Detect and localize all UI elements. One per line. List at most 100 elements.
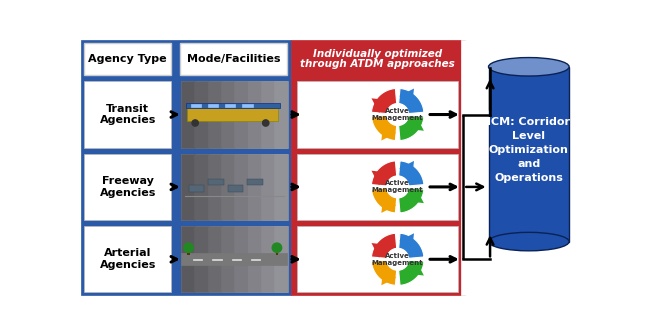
- Polygon shape: [371, 116, 396, 141]
- Bar: [181, 81, 195, 148]
- Text: ICM: Corridor
Level
Optimization
and
Operations: ICM: Corridor Level Optimization and Ope…: [488, 117, 570, 183]
- Polygon shape: [371, 260, 396, 286]
- Bar: [181, 253, 287, 266]
- Polygon shape: [406, 189, 424, 203]
- Bar: [212, 259, 222, 260]
- Bar: [208, 226, 222, 292]
- Bar: [261, 154, 275, 220]
- Circle shape: [183, 242, 194, 253]
- Bar: [274, 226, 288, 292]
- Text: Active
Management: Active Management: [372, 253, 424, 266]
- Bar: [248, 154, 262, 220]
- Bar: [261, 226, 275, 292]
- Ellipse shape: [489, 57, 569, 76]
- Bar: [181, 154, 195, 220]
- Polygon shape: [406, 261, 424, 276]
- Bar: [189, 185, 205, 192]
- Polygon shape: [406, 116, 424, 131]
- Polygon shape: [371, 161, 396, 186]
- Polygon shape: [371, 188, 396, 213]
- Polygon shape: [398, 188, 424, 213]
- Polygon shape: [398, 161, 424, 186]
- Bar: [209, 179, 224, 185]
- Text: Individually optimized: Individually optimized: [313, 49, 442, 59]
- Bar: [190, 104, 202, 107]
- Polygon shape: [372, 243, 390, 258]
- Bar: [221, 154, 235, 220]
- Bar: [84, 226, 171, 292]
- Bar: [84, 154, 171, 220]
- Polygon shape: [382, 123, 396, 140]
- Bar: [221, 226, 235, 292]
- Bar: [208, 81, 222, 148]
- Polygon shape: [372, 171, 390, 185]
- Polygon shape: [398, 233, 424, 258]
- Bar: [274, 154, 288, 220]
- Polygon shape: [399, 233, 414, 251]
- Text: Arterial
Agencies: Arterial Agencies: [99, 248, 156, 270]
- Ellipse shape: [489, 232, 569, 251]
- Bar: [179, 43, 287, 75]
- Bar: [291, 40, 465, 295]
- Bar: [187, 249, 190, 255]
- Polygon shape: [399, 89, 414, 107]
- Bar: [194, 81, 209, 148]
- Bar: [187, 108, 278, 121]
- Bar: [489, 67, 569, 242]
- Bar: [251, 259, 260, 260]
- Bar: [276, 249, 278, 255]
- Circle shape: [387, 104, 409, 125]
- Bar: [298, 226, 458, 292]
- Text: Active
Management: Active Management: [372, 108, 424, 121]
- Bar: [181, 154, 287, 220]
- Bar: [84, 81, 171, 148]
- Bar: [298, 81, 458, 148]
- Bar: [234, 81, 248, 148]
- Bar: [181, 226, 287, 292]
- Polygon shape: [399, 161, 414, 179]
- Text: Freeway
Agencies: Freeway Agencies: [99, 176, 156, 198]
- Text: Transit
Agencies: Transit Agencies: [99, 104, 156, 125]
- Bar: [227, 185, 243, 192]
- Polygon shape: [382, 195, 396, 213]
- Polygon shape: [371, 233, 396, 258]
- Bar: [207, 104, 218, 107]
- Bar: [242, 104, 252, 107]
- Bar: [231, 259, 241, 260]
- Bar: [261, 81, 275, 148]
- Bar: [194, 226, 209, 292]
- Bar: [181, 226, 195, 292]
- Bar: [274, 81, 288, 148]
- Circle shape: [387, 248, 409, 270]
- Bar: [81, 40, 291, 295]
- Circle shape: [272, 242, 282, 253]
- Bar: [194, 154, 209, 220]
- Bar: [298, 154, 458, 220]
- Circle shape: [191, 119, 199, 127]
- Bar: [248, 226, 262, 292]
- Polygon shape: [382, 267, 396, 285]
- Text: Mode/Facilities: Mode/Facilities: [187, 54, 280, 64]
- Bar: [186, 103, 280, 108]
- Bar: [247, 179, 263, 185]
- Polygon shape: [398, 260, 424, 286]
- Bar: [193, 259, 202, 260]
- Circle shape: [387, 176, 409, 198]
- Bar: [181, 81, 287, 148]
- Bar: [234, 226, 248, 292]
- Polygon shape: [372, 98, 390, 113]
- Text: through ATDM approaches: through ATDM approaches: [300, 59, 455, 69]
- Bar: [208, 154, 222, 220]
- Bar: [225, 104, 235, 107]
- Bar: [234, 154, 248, 220]
- Polygon shape: [398, 116, 424, 141]
- Bar: [84, 43, 171, 75]
- Text: Active
Management: Active Management: [372, 180, 424, 194]
- Polygon shape: [371, 88, 396, 114]
- Bar: [248, 81, 262, 148]
- Polygon shape: [398, 88, 424, 114]
- Bar: [221, 81, 235, 148]
- Circle shape: [262, 119, 270, 127]
- Text: Agency Type: Agency Type: [88, 54, 167, 64]
- Bar: [461, 40, 585, 295]
